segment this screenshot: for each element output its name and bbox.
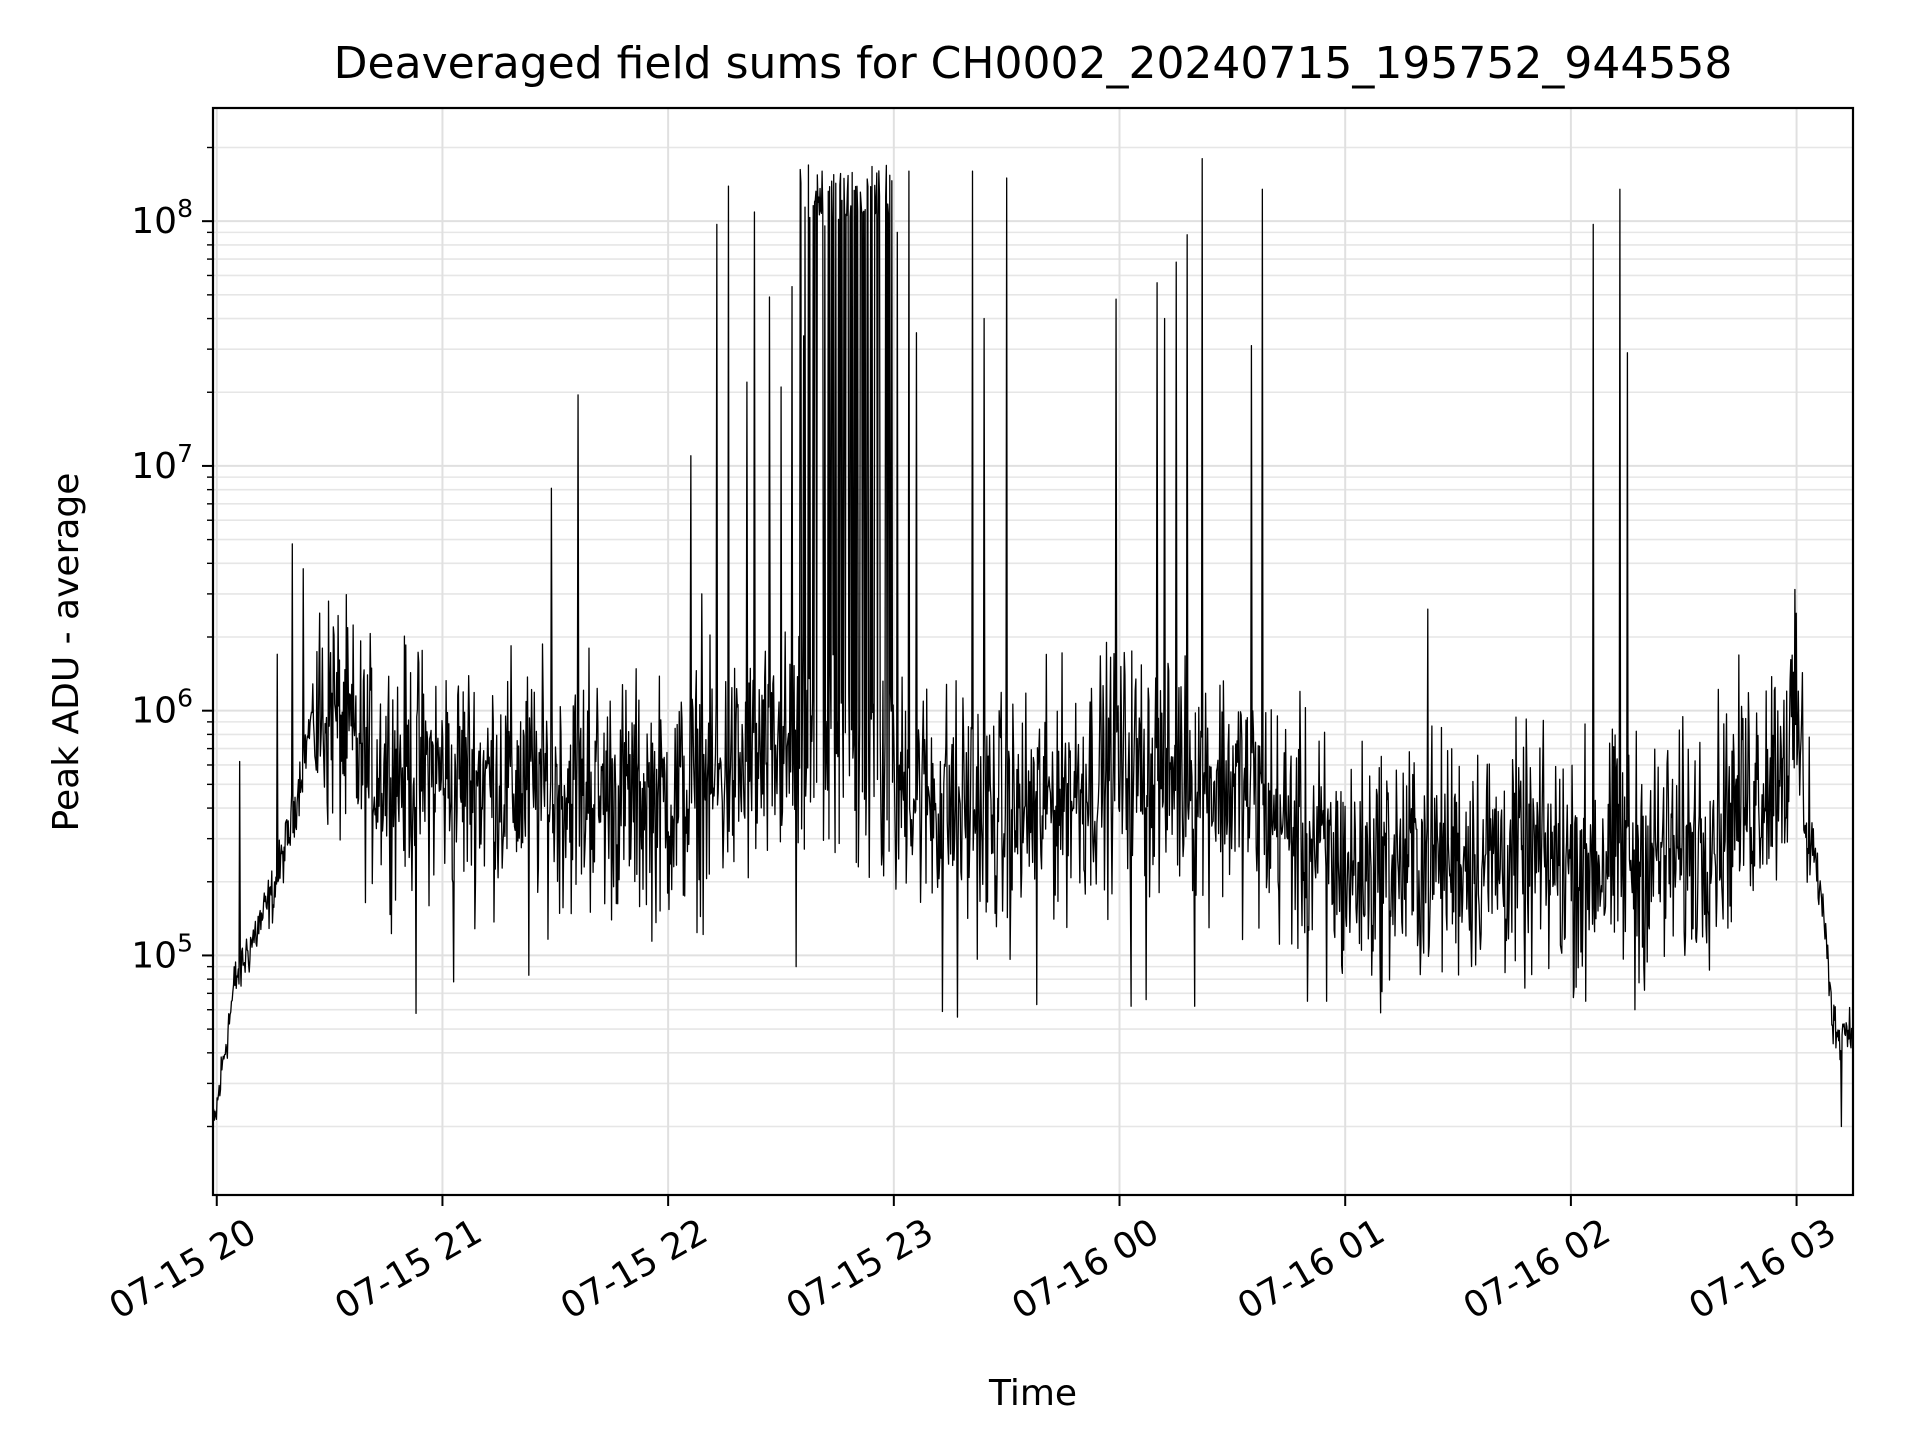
y-tick-label-base: 10 (131, 935, 177, 976)
chart-title: Deaveraged field sums for CH0002_2024071… (334, 38, 1733, 89)
y-tick-label-exponent: 8 (177, 194, 193, 223)
y-tick-label-exponent: 6 (177, 684, 193, 713)
x-axis-label: Time (988, 1373, 1077, 1414)
series-line-group (212, 158, 1854, 1136)
series-line (212, 158, 1854, 1136)
y-tick-label: 107 (131, 439, 193, 487)
y-tick-label: 108 (131, 194, 193, 242)
y-tick-label-exponent: 7 (177, 439, 193, 468)
y-tick-label: 106 (131, 684, 193, 732)
y-tick-label-exponent: 5 (177, 928, 193, 957)
y-tick-label: 105 (131, 928, 193, 976)
y-tick-label-base: 10 (131, 691, 177, 732)
y-axis-label: Peak ADU - average (46, 473, 87, 832)
plot-frame (211, 106, 1855, 1197)
y-tick-label-base: 10 (131, 446, 177, 487)
y-tick-label-base: 10 (131, 201, 177, 242)
